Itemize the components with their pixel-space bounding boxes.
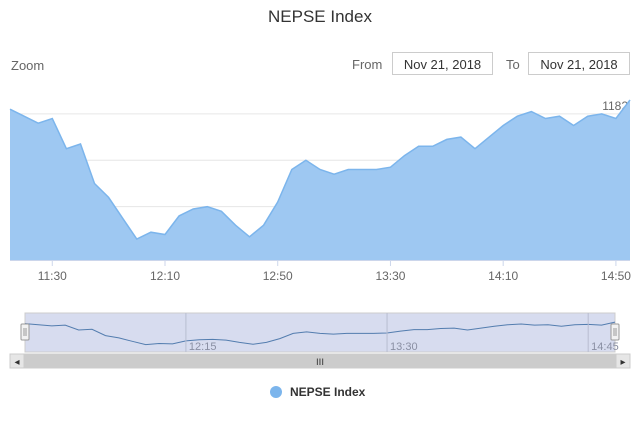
navigator-handle[interactable] [20, 323, 30, 341]
arrow-left-icon: ◂ [14, 357, 19, 368]
chart-title: NEPSE Index [268, 7, 372, 26]
scrollbar-right-button[interactable] [615, 353, 631, 369]
x-tick-label: 14:10 [488, 269, 518, 283]
x-tick-label: 14:50 [601, 269, 631, 283]
to-date-input[interactable]: Nov 21, 2018 [528, 52, 630, 75]
scrollbar-left-button[interactable] [9, 353, 25, 369]
zoom-label: Zoom [11, 58, 45, 73]
y-tick-label: 1182 [602, 99, 628, 113]
navigator-tick-label: 14:45 [591, 341, 619, 353]
legend-label: NEPSE Index [290, 385, 366, 399]
series-area [10, 100, 630, 260]
legend-item[interactable]: NEPSE Index [270, 385, 365, 399]
navigator-tick-label: 13:30 [390, 341, 418, 353]
navigator-tick-label: 12:15 [189, 341, 217, 353]
scrollbar-thumb[interactable] [24, 353, 616, 369]
x-tick-label: 12:50 [263, 269, 293, 283]
from-label: From [352, 57, 383, 72]
x-tick-label: 11:30 [38, 269, 67, 283]
navigator-mask [24, 312, 616, 353]
x-tick-label: 13:30 [375, 269, 405, 283]
to-label: To [506, 57, 520, 72]
from-date-input[interactable]: Nov 21, 2018 [392, 52, 493, 75]
navigator-series [24, 321, 616, 346]
scrollbar-grip-icon: III [316, 358, 324, 368]
x-tick-label: 12:10 [150, 269, 180, 283]
navigator-handle[interactable] [610, 323, 620, 341]
legend-marker [270, 386, 282, 398]
arrow-right-icon: ▸ [620, 357, 625, 368]
